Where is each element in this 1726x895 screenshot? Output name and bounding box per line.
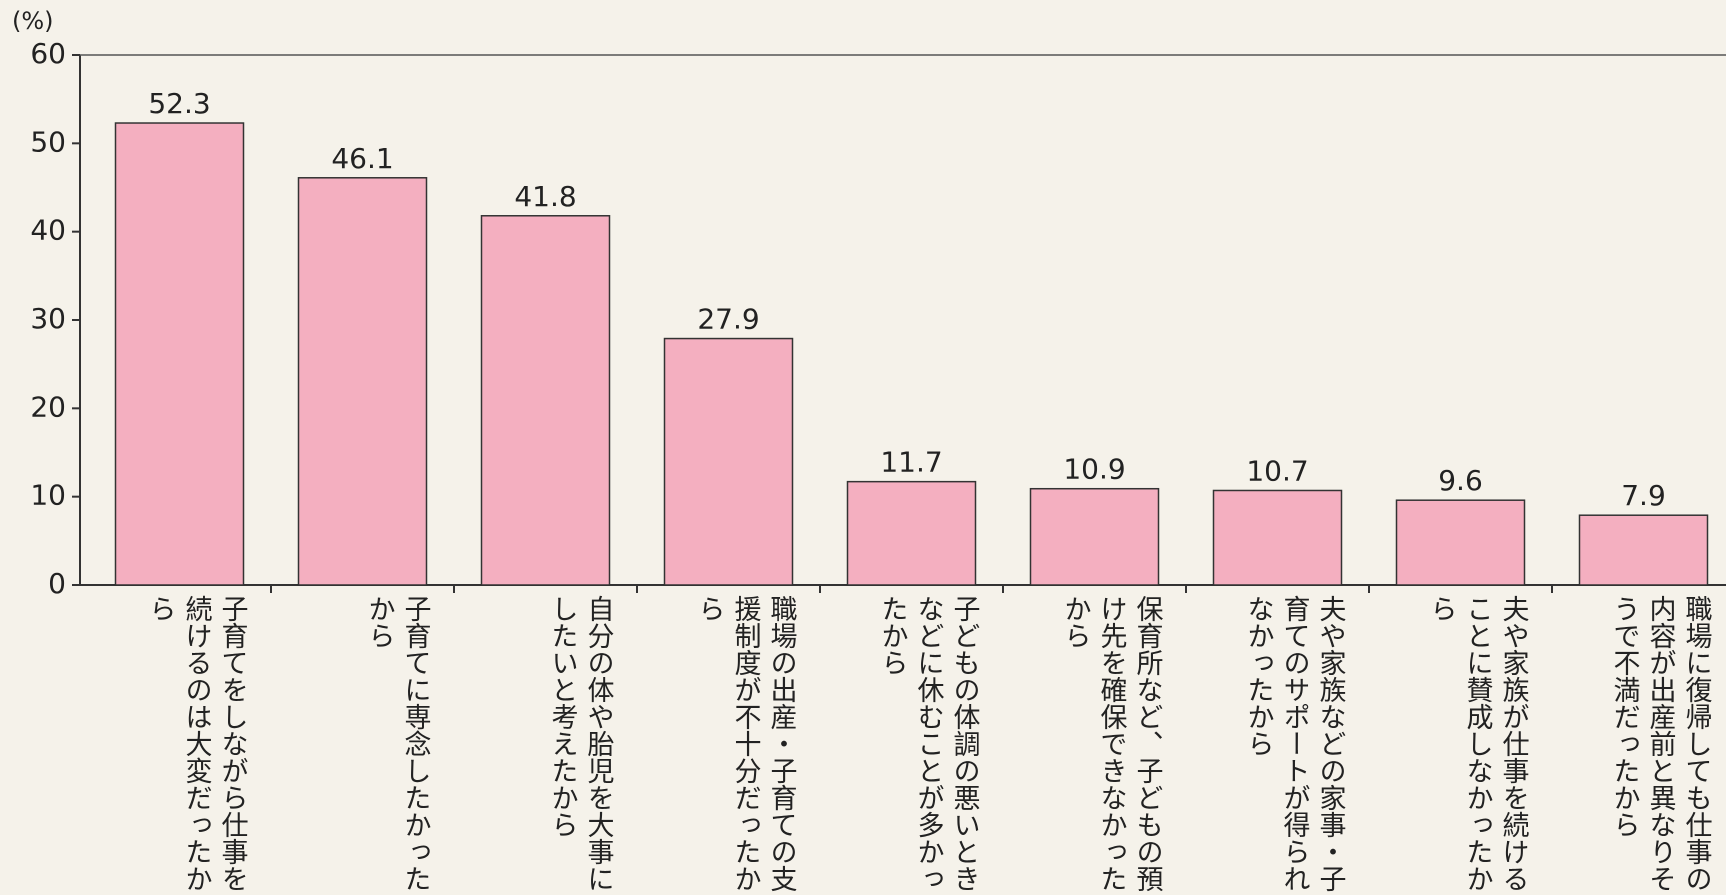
data-label: 10.7 <box>1246 454 1308 487</box>
y-tick-label: 30 <box>30 302 66 335</box>
x-tick-label: 夫や家族が仕事を続けることに賛成しなかったから <box>1425 595 1529 892</box>
x-tick-label: 職場の出産・子育ての支援制度が不十分だったから <box>693 595 797 892</box>
y-tick-label: 0 <box>48 567 66 600</box>
x-tick-label: 子どもの体調の悪いときなどに休むことが多かったから <box>876 595 980 892</box>
bar <box>480 215 611 586</box>
y-tick-label: 40 <box>30 214 66 247</box>
x-tick-label: 自分の体や胎児を大事にしたいと考えたから <box>546 595 614 892</box>
bar <box>1212 489 1343 586</box>
x-tick-label: 子育てをしながら仕事を続けるのは大変だったから <box>144 595 248 892</box>
x-tick-label: 子育てに専念したかったから <box>363 595 431 892</box>
bar <box>1029 487 1160 586</box>
data-label: 27.9 <box>697 303 759 336</box>
data-label: 9.6 <box>1438 464 1483 497</box>
y-axis-label: (%) <box>12 7 54 35</box>
bar <box>297 177 428 586</box>
x-tick-label: 夫や家族などの家事・子育てのサポートが得られなかったから <box>1242 595 1346 892</box>
bar <box>1395 499 1526 586</box>
x-tick-label: 保育所など、子どもの預け先を確保できなかったから <box>1059 595 1163 892</box>
data-label: 11.7 <box>880 446 942 479</box>
y-tick-label: 10 <box>30 479 66 512</box>
bar <box>846 480 977 586</box>
y-tick-label: 20 <box>30 390 66 423</box>
data-label: 10.9 <box>1063 453 1125 486</box>
y-tick-label: 50 <box>30 125 66 158</box>
y-tick-label: 60 <box>30 37 66 70</box>
data-label: 41.8 <box>514 180 576 213</box>
data-label: 52.3 <box>148 87 210 120</box>
data-label: 46.1 <box>331 142 393 175</box>
x-tick-label: 職場に復帰しても仕事の内容が出産前と異なりそうで不満だったから <box>1608 595 1712 892</box>
data-label: 7.9 <box>1621 479 1666 512</box>
bar <box>663 337 794 586</box>
bar <box>114 122 245 586</box>
bar <box>1578 514 1709 586</box>
